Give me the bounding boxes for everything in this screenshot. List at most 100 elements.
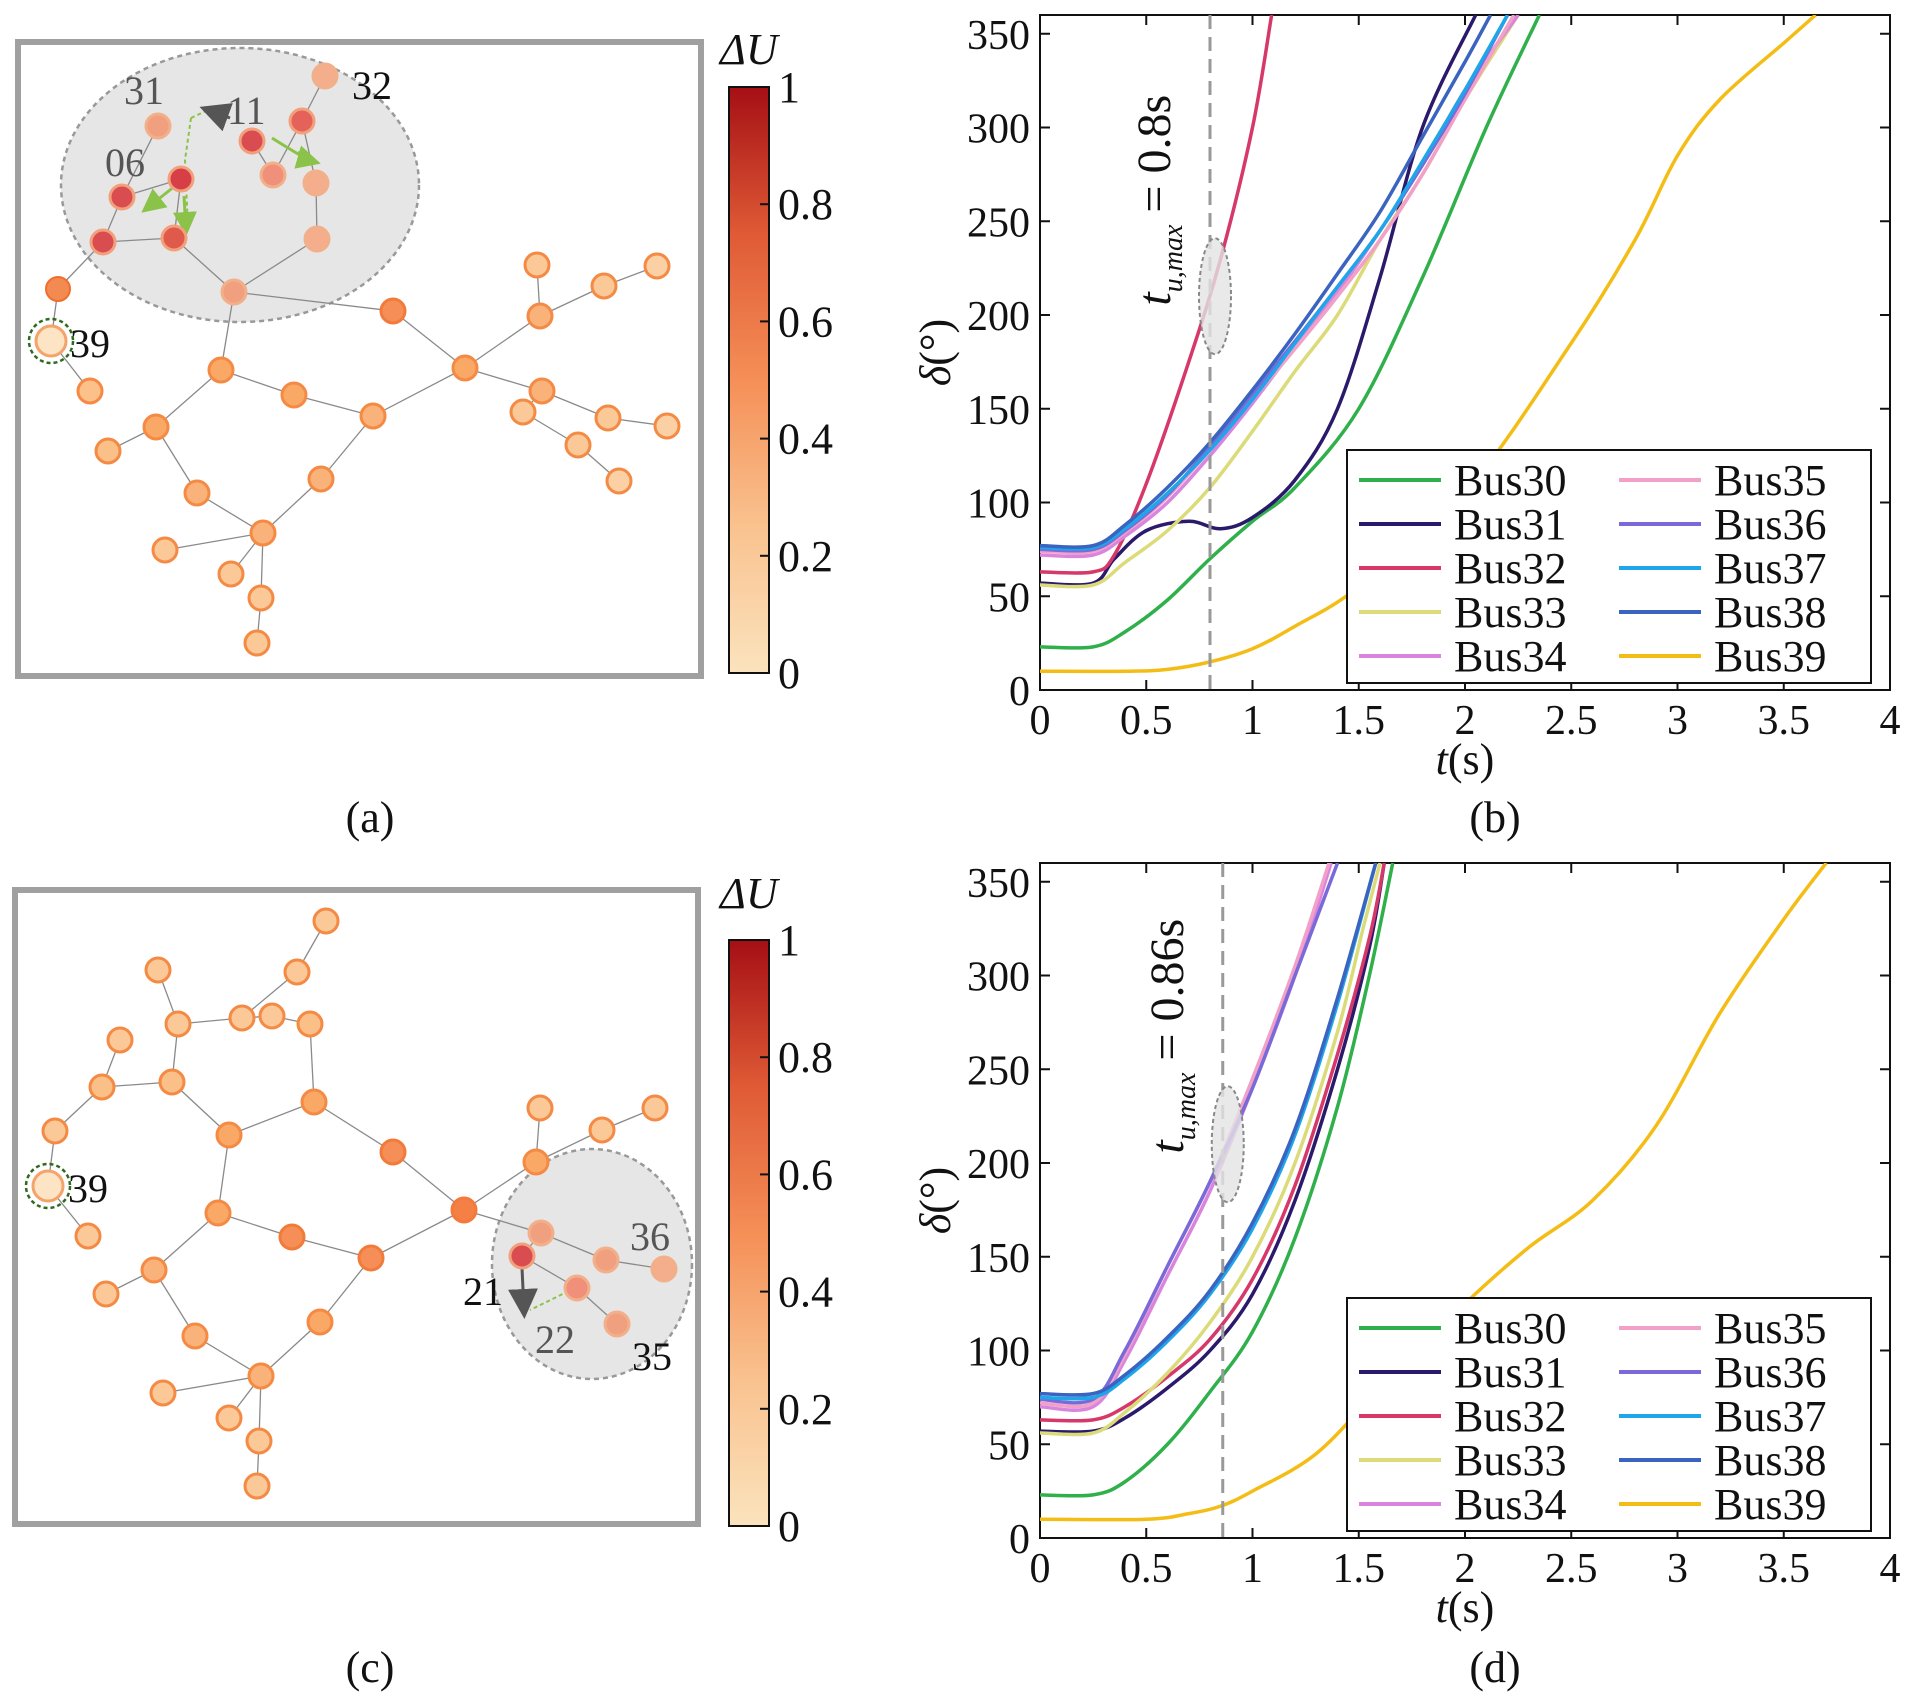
panel-c-highlight-region (490, 1147, 694, 1381)
y-tick-label: 350 (967, 861, 1030, 907)
bus-node (149, 1379, 177, 1407)
bus-node (41, 1117, 69, 1145)
x-tick-label: 2 (1455, 1546, 1476, 1592)
bus-node (592, 1246, 620, 1274)
x-tick-label: 3.5 (1758, 1546, 1811, 1592)
bus-node (522, 1148, 550, 1176)
x-tick-label: 3 (1667, 1546, 1688, 1592)
colorbar-tick-label: 0.2 (778, 1385, 833, 1434)
bus-node (76, 377, 104, 405)
y-tick-label: 350 (967, 13, 1030, 59)
bus-node (238, 127, 266, 155)
bus39-marker-ring (27, 317, 75, 365)
x-axis-label: t(s) (1436, 1583, 1495, 1632)
bus-node (302, 169, 330, 197)
bus-node (215, 1121, 243, 1149)
legend-entry: Bus35 (1714, 456, 1826, 505)
x-tick-label: 2 (1455, 698, 1476, 744)
legend-entry: Bus37 (1714, 544, 1826, 593)
bus-node (106, 1026, 134, 1054)
colorbar-tick-label: 1 (778, 916, 800, 965)
bus-node (278, 1223, 306, 1251)
bus-node (450, 1196, 478, 1224)
colorbar-tick-label: 0.6 (778, 1150, 833, 1199)
bus-node (228, 1004, 256, 1032)
bus-node (509, 398, 537, 426)
bus-node (312, 907, 340, 935)
bus-node (508, 1242, 536, 1270)
bus-node (603, 1310, 631, 1338)
colorbar-gradient (728, 86, 770, 674)
x-tick-label: 2.5 (1545, 698, 1598, 744)
bus-node (296, 1010, 324, 1038)
bus-node (243, 1472, 271, 1500)
panel-c-bus-labels: 21 22 36 35 39 (68, 1166, 672, 1379)
x-axis-label: t(s) (1436, 735, 1495, 784)
colorbar-tick-label: 0.4 (778, 415, 833, 464)
bus-label-22: 22 (535, 1317, 575, 1362)
legend-entry: Bus32 (1454, 1392, 1566, 1441)
y-tick-label: 250 (967, 1048, 1030, 1094)
y-tick-label: 100 (967, 482, 1030, 528)
bus-label-36: 36 (630, 1214, 670, 1259)
y-tick-label: 100 (967, 1330, 1030, 1376)
bus-node (88, 1073, 116, 1101)
panel-label-d: (d) (1469, 1643, 1520, 1692)
bus-node (653, 412, 681, 440)
series-line-bus37 (1040, 863, 1378, 1401)
bus-node (311, 62, 339, 90)
series-line-bus32 (1040, 863, 1386, 1423)
colorbar-tick-label: 0.8 (778, 180, 833, 229)
bus-node (31, 1169, 65, 1203)
panel-a-frame (15, 39, 704, 679)
bus-node (220, 278, 248, 306)
colorbar-tick-label: 0.6 (778, 297, 833, 346)
panel-label-c: (c) (346, 1643, 395, 1692)
y-tick-label: 0 (1009, 1517, 1030, 1563)
x-tick-label: 0 (1030, 1546, 1051, 1592)
bus-label-31: 31 (124, 68, 164, 113)
series-line-bus30 (1040, 863, 1395, 1498)
bus-label-11: 11 (227, 88, 266, 133)
panel-label-a: (a) (346, 793, 395, 842)
bus-node (641, 1094, 669, 1122)
legend-entry: Bus38 (1714, 588, 1826, 637)
bus-node (247, 1362, 275, 1390)
x-tick-label: 0.5 (1120, 1546, 1173, 1592)
series-line-bus31 (1040, 863, 1386, 1434)
colorbar-tick-label: 0.2 (778, 532, 833, 581)
series-line-bus37 (1040, 15, 1510, 551)
bus-node (89, 228, 117, 256)
bus-node (74, 1222, 102, 1250)
bus-node (144, 956, 172, 984)
bus-node (207, 356, 235, 384)
y-tick-label: 200 (967, 1142, 1030, 1188)
bus-node (181, 1322, 209, 1350)
bus-node (258, 1002, 286, 1030)
bus-node (300, 1088, 328, 1116)
bus-node (140, 1256, 168, 1284)
bus-node (215, 1404, 243, 1432)
panel-c-bus-nodes (24, 907, 678, 1500)
series-line-bus30 (1040, 15, 1541, 650)
colorbar-tick-label: 0 (778, 649, 800, 698)
bus-node (243, 629, 271, 657)
y-tick-label: 150 (967, 1236, 1030, 1282)
panel-c-network: 21 22 36 35 39 (12, 887, 701, 1527)
x-tick-label: 1 (1242, 698, 1263, 744)
legend-entry: Bus38 (1714, 1436, 1826, 1485)
panel-c-frame (12, 887, 701, 1527)
legend-entry: Bus33 (1454, 588, 1566, 637)
bus-node (526, 1094, 554, 1122)
colorbar-c: ΔU 0 0.2 0.4 0.6 0.8 1 (718, 869, 833, 1551)
panel-a-network: 31 11 32 06 39 (15, 39, 704, 679)
legend-entry: Bus32 (1454, 544, 1566, 593)
legend-entry: Bus30 (1454, 456, 1566, 505)
bus-node (451, 354, 479, 382)
bus-node (523, 251, 551, 279)
x-tick-label: 3 (1667, 698, 1688, 744)
panel-a-bus-labels: 31 11 32 06 39 (70, 63, 392, 366)
series-line-bus38 (1040, 15, 1493, 549)
panel-a-flow-arrows (141, 103, 321, 236)
